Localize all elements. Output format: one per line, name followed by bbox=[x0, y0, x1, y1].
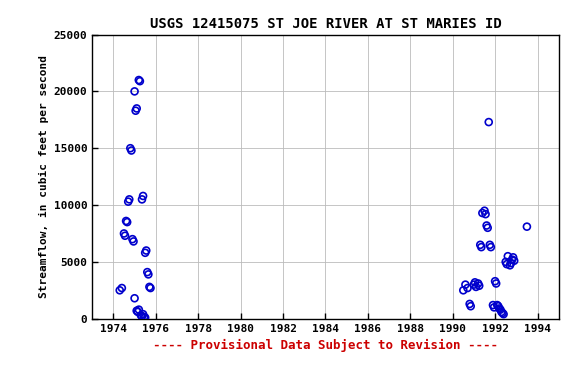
Point bbox=[134, 77, 143, 83]
Point bbox=[118, 285, 127, 291]
Point bbox=[495, 305, 504, 311]
Point bbox=[477, 244, 486, 250]
Point bbox=[143, 269, 152, 275]
Point bbox=[475, 283, 484, 289]
Point bbox=[132, 308, 141, 314]
Point bbox=[486, 244, 495, 250]
Point bbox=[458, 287, 468, 293]
Point bbox=[491, 278, 500, 284]
Title: USGS 12415075 ST JOE RIVER AT ST MARIES ID: USGS 12415075 ST JOE RIVER AT ST MARIES … bbox=[150, 17, 501, 31]
Point bbox=[471, 284, 480, 290]
Point bbox=[141, 314, 150, 321]
Point bbox=[128, 236, 137, 242]
Point bbox=[130, 88, 139, 94]
Point bbox=[510, 258, 519, 264]
Point bbox=[490, 304, 499, 310]
Point bbox=[473, 280, 483, 286]
Point bbox=[506, 260, 516, 266]
Point bbox=[137, 312, 146, 318]
Point bbox=[134, 306, 143, 313]
X-axis label: ---- Provisional Data Subject to Revision ----: ---- Provisional Data Subject to Revisio… bbox=[153, 339, 498, 352]
Point bbox=[505, 262, 514, 268]
Point bbox=[142, 247, 151, 253]
Point bbox=[483, 225, 492, 231]
Point bbox=[122, 218, 131, 224]
Point bbox=[481, 211, 490, 217]
Point bbox=[127, 147, 136, 154]
Point bbox=[509, 254, 518, 260]
Point bbox=[124, 199, 133, 205]
Point bbox=[138, 313, 147, 319]
Point bbox=[471, 279, 480, 285]
Point bbox=[145, 284, 154, 290]
Point bbox=[144, 271, 153, 278]
Point bbox=[135, 78, 145, 84]
Point bbox=[124, 196, 134, 202]
Point bbox=[120, 233, 130, 239]
Point bbox=[484, 119, 494, 125]
Point bbox=[491, 280, 501, 286]
Point bbox=[139, 314, 149, 320]
Point bbox=[492, 302, 502, 308]
Point bbox=[503, 253, 513, 259]
Point bbox=[138, 196, 147, 202]
Point bbox=[501, 259, 510, 265]
Y-axis label: Streamflow, in cubic feet per second: Streamflow, in cubic feet per second bbox=[39, 55, 50, 298]
Point bbox=[507, 257, 517, 263]
Point bbox=[480, 208, 489, 214]
Point bbox=[522, 223, 532, 230]
Point bbox=[461, 281, 470, 288]
Point bbox=[497, 309, 506, 315]
Point bbox=[146, 285, 155, 291]
Point bbox=[465, 301, 474, 307]
Point bbox=[494, 303, 503, 309]
Point bbox=[130, 295, 139, 301]
Point bbox=[123, 219, 132, 225]
Point bbox=[129, 238, 138, 245]
Point bbox=[141, 250, 150, 256]
Point bbox=[496, 306, 505, 313]
Point bbox=[131, 108, 140, 114]
Point bbox=[499, 311, 508, 317]
Point bbox=[115, 287, 124, 293]
Point bbox=[485, 242, 494, 248]
Point bbox=[466, 303, 475, 309]
Point bbox=[482, 222, 491, 228]
Point bbox=[132, 105, 141, 111]
Point bbox=[133, 309, 142, 315]
Point bbox=[138, 193, 147, 199]
Point bbox=[502, 261, 511, 267]
Point bbox=[119, 230, 128, 237]
Point bbox=[138, 311, 147, 317]
Point bbox=[488, 302, 498, 308]
Point bbox=[463, 285, 472, 291]
Point bbox=[478, 210, 487, 216]
Point bbox=[498, 310, 507, 316]
Point bbox=[469, 281, 479, 288]
Point bbox=[476, 242, 485, 248]
Point bbox=[126, 145, 135, 151]
